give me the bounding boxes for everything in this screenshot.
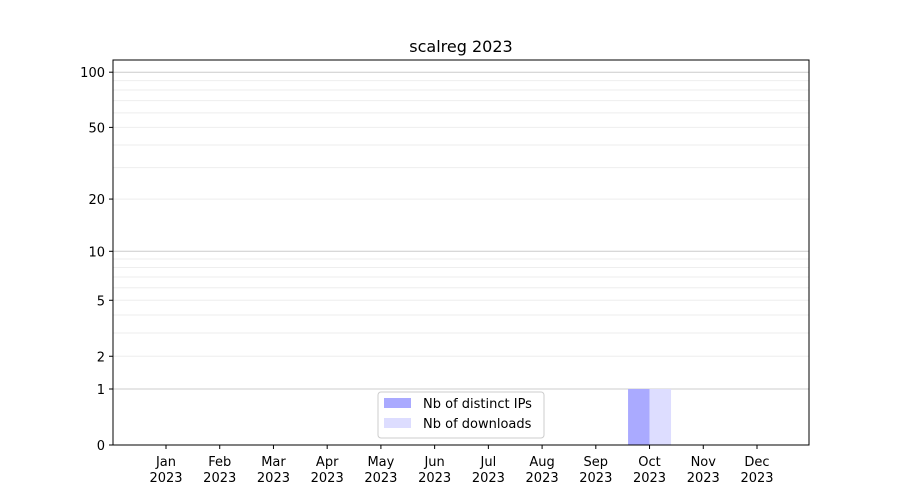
legend-label: Nb of downloads (423, 417, 532, 432)
y-tick-label: 5 (97, 294, 105, 309)
x-tick-label: Oct 2023 (633, 455, 666, 486)
y-tick-label: 10 (88, 245, 105, 260)
bar-downloads (649, 389, 672, 445)
x-tick-label: Mar 2023 (257, 455, 290, 486)
y-tick-label: 20 (88, 193, 105, 208)
legend-swatch (384, 418, 411, 428)
legend-label: Nb of distinct IPs (423, 397, 532, 412)
legend-swatch (384, 398, 411, 408)
y-tick-label: 2 (97, 350, 105, 365)
bar-ips (628, 389, 650, 445)
x-tick-label: Jan 2023 (149, 455, 182, 486)
x-tick-label: Nov 2023 (687, 455, 720, 486)
x-tick-label: May 2023 (364, 455, 397, 486)
x-tick-label: Dec 2023 (740, 455, 773, 486)
x-tick-label: Jul 2023 (472, 455, 505, 486)
chart-title: scalreg 2023 (409, 37, 512, 56)
y-tick-label: 100 (80, 66, 105, 81)
plot-frame (112, 59, 810, 446)
legend: Nb of distinct IPs Nb of downloads (377, 391, 545, 439)
x-tick-label: Feb 2023 (203, 455, 236, 486)
y-tick-label: 50 (88, 121, 105, 136)
x-tick-label: Jun 2023 (418, 455, 451, 486)
x-tick-label: Aug 2023 (526, 455, 559, 486)
legend-box (377, 391, 545, 439)
y-tick-label: 0 (97, 439, 105, 454)
x-tick-label: Sep 2023 (579, 455, 612, 486)
y-tick-label: 1 (97, 383, 105, 398)
x-tick-label: Apr 2023 (311, 455, 344, 486)
